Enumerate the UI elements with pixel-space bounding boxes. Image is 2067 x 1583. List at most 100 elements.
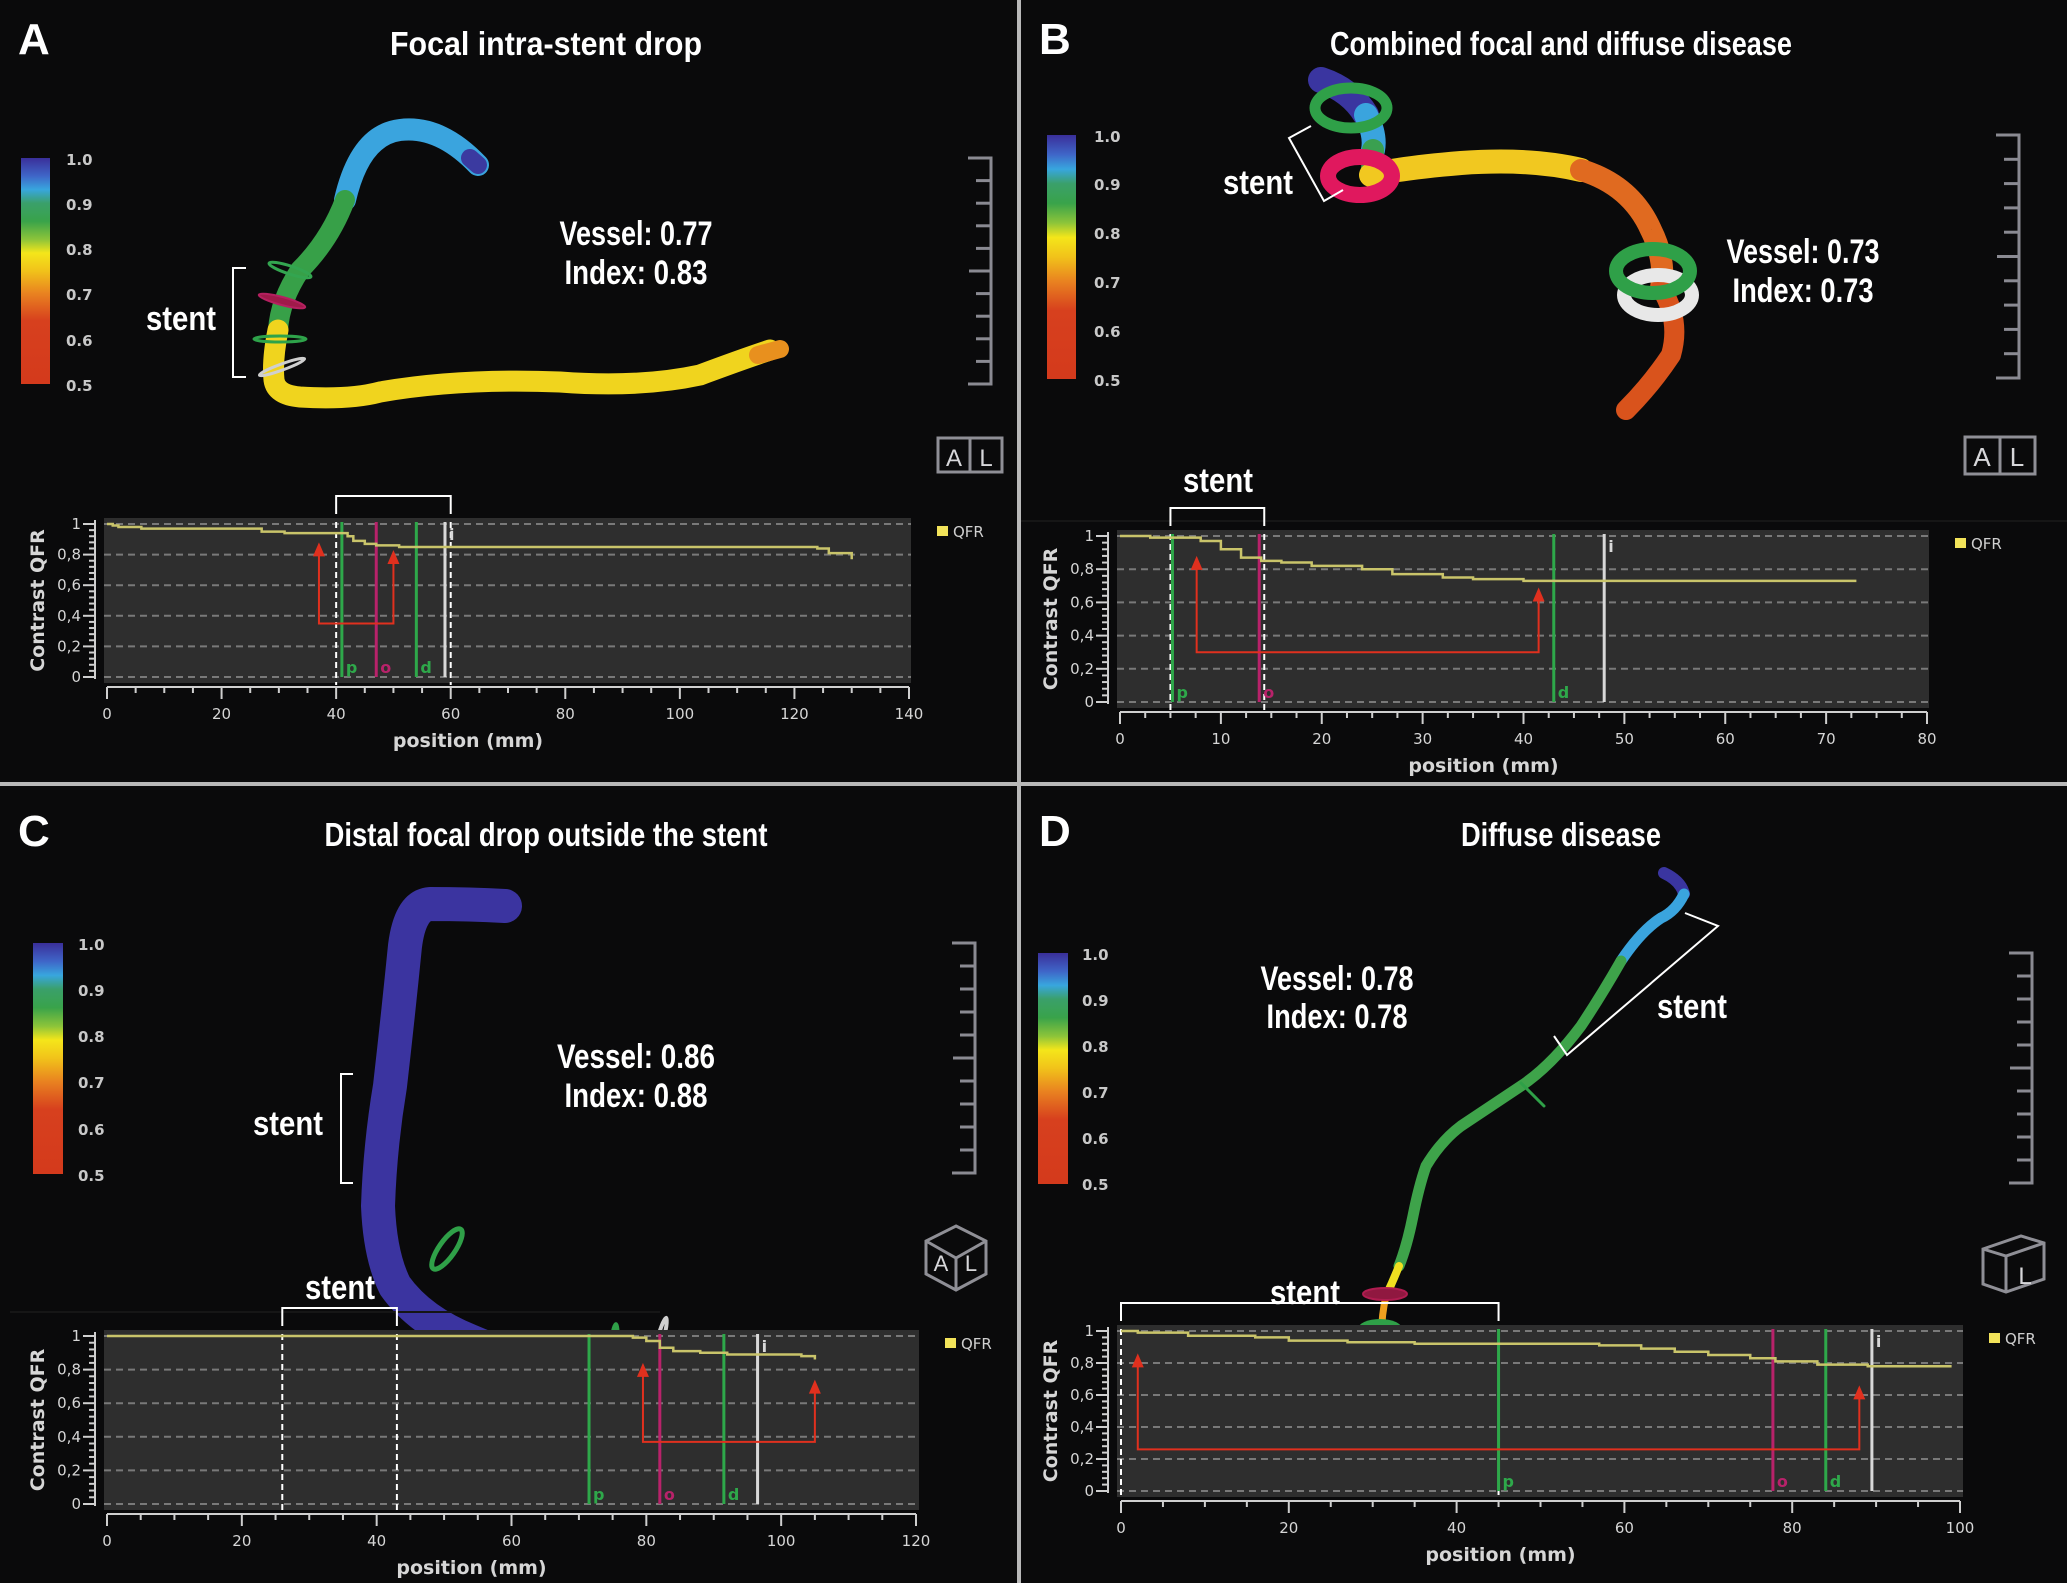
- colorbar-tick: 0.5: [1082, 1176, 1109, 1194]
- colorbar-tick: 0.7: [1094, 274, 1121, 292]
- marker-label-d: d: [1830, 1472, 1841, 1491]
- x-tick-label: 0: [102, 705, 112, 723]
- marker-label-o: o: [380, 658, 391, 677]
- stent-label: stent: [253, 1105, 323, 1143]
- y-tick-label: 1: [1084, 527, 1094, 545]
- stent-label: stent: [1657, 988, 1727, 1026]
- panel-a-canvas: A Focal intra-stent drop 1.0 0.9 0.8 0.7…: [18, 15, 1004, 752]
- x-tick-label: 60: [1615, 1519, 1634, 1537]
- colorbar-tick: 0.8: [1094, 225, 1121, 243]
- vessel-3d-model[interactable]: [361, 887, 742, 1395]
- qfr-series-line: [1120, 534, 1857, 583]
- colorbar: 1.0 0.9 0.8 0.7 0.6 0.5: [1047, 128, 1121, 390]
- panel-c-canvas: C Distal focal drop outside the stent 1.…: [10, 807, 992, 1579]
- y-tick-label: 0: [1084, 693, 1094, 711]
- stent-bracket-3d: [1553, 912, 1720, 1057]
- panel-d-canvas: D Diffuse disease 1.0 0.9 0.8 0.7 0.6 0.…: [1038, 807, 2046, 1566]
- x-tick-label: 20: [1312, 730, 1331, 748]
- x-tick-label: 0: [1115, 730, 1125, 748]
- legend-label: QFR: [1971, 535, 2002, 553]
- svg-text:A: A: [1973, 442, 1991, 472]
- arrow-head: [1131, 1353, 1144, 1368]
- marker-label-i: i: [1608, 537, 1613, 556]
- y-tick-label: 0,4: [57, 1428, 81, 1446]
- arrow-head: [1532, 587, 1545, 602]
- orientation-l-cube-icon[interactable]: L: [1981, 1234, 2046, 1294]
- panel-c: C Distal focal drop outside the stent 1.…: [0, 786, 1017, 1583]
- x-tick-label: 80: [637, 1532, 656, 1550]
- marker-label-o: o: [664, 1485, 675, 1504]
- svg-text:L: L: [2010, 442, 2024, 472]
- svg-text:A: A: [946, 445, 962, 472]
- colorbar-tick: 0.9: [1094, 176, 1121, 194]
- x-tick-label: 120: [902, 1532, 931, 1550]
- stent-bracket-3d: [1287, 125, 1344, 203]
- drop-arrow-connector: [641, 1374, 816, 1443]
- x-tick-label: 60: [441, 705, 460, 723]
- colorbar-gradient: [33, 943, 63, 1174]
- x-tick-label: 60: [502, 1532, 521, 1550]
- y-tick-label: 0,2: [57, 1461, 81, 1479]
- qfr-chart: 0 0,2 0,4 0,6 0,8 1 Contrast QFR 0 10 20 30 40 50 60 7…: [1040, 507, 2002, 777]
- x-tick-label: 80: [1917, 730, 1936, 748]
- colorbar-tick: 1.0: [78, 936, 105, 954]
- y-tick-label: 0,2: [57, 637, 81, 655]
- x-tick-label: 40: [1514, 730, 1533, 748]
- vessel-3d-model[interactable]: [1308, 67, 1699, 420]
- x-axis-title: position (mm): [1408, 755, 1558, 777]
- y-tick-label: 0,6: [57, 1394, 81, 1412]
- qfr-series-line: [1121, 1329, 1952, 1368]
- panel-b: B Combined focal and diffuse disease 1.0…: [1021, 0, 2067, 782]
- x-tick-label: 60: [1716, 730, 1735, 748]
- stent-bracket: [1120, 1302, 1500, 1321]
- x-tick-label: 70: [1817, 730, 1836, 748]
- colorbar-tick: 1.0: [1094, 128, 1121, 146]
- panel-title: Focal intra-stent drop: [390, 25, 702, 62]
- panel-d: D Diffuse disease 1.0 0.9 0.8 0.7 0.6 0.…: [1021, 786, 2067, 1583]
- orientation-al-icon[interactable]: A L: [1963, 435, 2037, 476]
- panel-title: Diffuse disease: [1461, 816, 1661, 853]
- scale-ruler-ticks: [2010, 974, 2032, 1162]
- y-tick-label: 0,6: [57, 576, 81, 594]
- arrow-head: [808, 1379, 821, 1394]
- stent-label: stent: [1223, 164, 1293, 202]
- colorbar-tick: 0.8: [78, 1028, 105, 1046]
- colorbar-tick: 0.9: [66, 196, 93, 214]
- plot-area: [1117, 530, 1929, 708]
- colorbar-tick: 0.5: [78, 1167, 105, 1185]
- colorbar-tick: 0.6: [66, 332, 93, 350]
- colorbar-tick: 0.5: [1094, 372, 1121, 390]
- vessel-3d-model[interactable]: [252, 118, 789, 409]
- qfr-series-line: [107, 1334, 817, 1360]
- x-tick-label: 100: [1946, 1519, 1975, 1537]
- svg-text:L: L: [965, 1251, 977, 1276]
- legend-label: QFR: [961, 1335, 992, 1353]
- marker-label-i: i: [762, 1337, 767, 1356]
- qfr-series-line: [107, 522, 853, 560]
- orientation-al-icon[interactable]: A L: [936, 436, 1004, 474]
- panel-title: Distal focal drop outside the stent: [325, 816, 768, 853]
- x-tick-label: 120: [780, 705, 809, 723]
- x-tick-label: 50: [1615, 730, 1634, 748]
- index-qfr-label: Index: 0.88: [565, 1077, 708, 1115]
- y-axis-title: Contrast QFR: [27, 1348, 49, 1491]
- x-tick-label: 20: [232, 1532, 251, 1550]
- panel-letter: D: [1039, 807, 1071, 856]
- colorbar-gradient: [21, 158, 50, 384]
- marker-label-p: p: [346, 658, 357, 677]
- y-tick-label: 0: [71, 1495, 81, 1513]
- vessel-qfr-label: Vessel: 0.78: [1261, 960, 1414, 998]
- vertical-separator: [1017, 0, 1021, 1583]
- x-tick-label: 20: [212, 705, 231, 723]
- arrow-head: [1190, 555, 1203, 570]
- colorbar-gradient: [1038, 953, 1068, 1184]
- colorbar-gradient: [1047, 135, 1076, 379]
- stent-label: stent: [146, 300, 216, 338]
- marker-label-d: d: [420, 658, 431, 677]
- plot-area: [104, 518, 911, 683]
- y-tick-label: 0,4: [57, 607, 81, 625]
- colorbar-tick: 0.6: [1094, 323, 1121, 341]
- y-tick-label: 0,4: [1070, 1418, 1094, 1436]
- y-tick-label: 0,8: [1070, 560, 1094, 578]
- orientation-al-cube-icon[interactable]: A L: [924, 1224, 988, 1292]
